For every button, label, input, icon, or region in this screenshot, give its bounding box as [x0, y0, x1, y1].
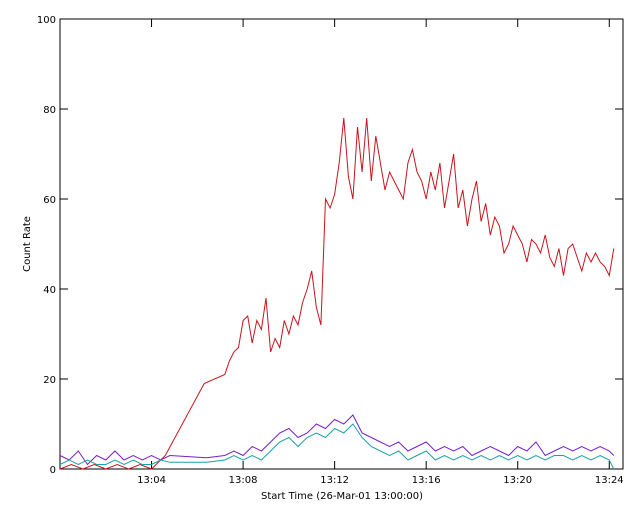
y-axis-ticks: 0 20 40 60 80 100 — [37, 15, 623, 476]
series-line-2 — [59, 414, 615, 466]
y-tick-label: 60 — [43, 195, 56, 206]
x-axis-label: Start Time (26-Mar-01 13:00:00) — [261, 491, 423, 502]
x-tick-label: 13:08 — [229, 475, 258, 486]
x-tick-label: 13:04 — [137, 475, 166, 486]
series-line-3 — [59, 423, 615, 470]
x-tick-label: 13:24 — [595, 475, 624, 486]
y-tick-label: 40 — [43, 285, 56, 296]
x-tick-label: 13:12 — [320, 475, 349, 486]
x-axis-ticks: 13:04 13:08 13:12 13:16 13:20 13:24 — [137, 19, 624, 486]
series-line-1 — [59, 117, 615, 470]
plot-frame — [59, 18, 624, 470]
y-tick-label: 0 — [50, 465, 56, 476]
y-axis-label: Count Rate — [22, 216, 33, 272]
x-tick-label: 13:20 — [503, 475, 532, 486]
y-tick-label: 100 — [37, 15, 56, 26]
y-tick-label: 80 — [43, 105, 56, 116]
y-tick-label: 20 — [43, 375, 56, 386]
series-layer — [59, 117, 615, 470]
x-tick-label: 13:16 — [412, 475, 441, 486]
